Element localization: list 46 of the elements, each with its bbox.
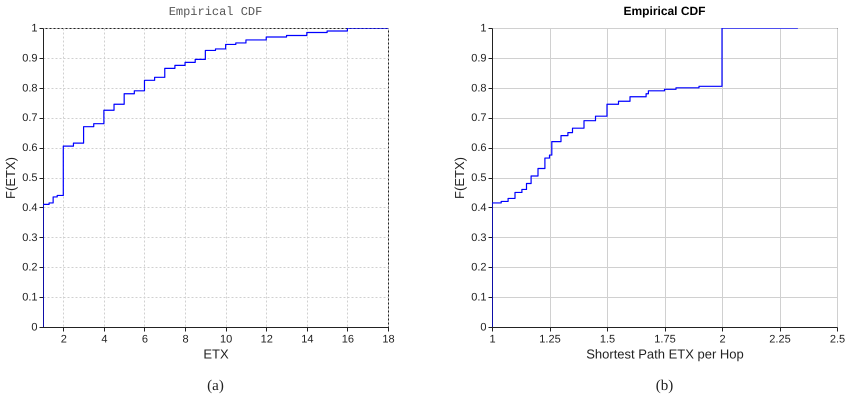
y-tick-label: 0.7 xyxy=(471,112,486,124)
x-tick-label: 1 xyxy=(489,334,496,346)
x-tick-label: 14 xyxy=(301,334,314,346)
x-tick-label: 1.75 xyxy=(654,334,676,346)
x-tick-label: 2 xyxy=(60,334,67,346)
y-tick-label: 0.6 xyxy=(471,142,486,154)
x-tick-label: 2.25 xyxy=(769,334,791,346)
x-axis-title: ETX xyxy=(203,346,229,362)
text: (a) xyxy=(207,378,224,394)
y-tick-label: 0.9 xyxy=(22,52,38,64)
y-tick-label: 0.7 xyxy=(22,112,38,124)
y-tick-label: 0.3 xyxy=(22,232,38,244)
x-tick-label: 10 xyxy=(220,334,232,346)
y-axis-title: F(ETX) xyxy=(3,157,18,199)
y-tick-label: 0.2 xyxy=(22,262,38,274)
y-tick-label: 1 xyxy=(480,22,486,34)
y-tick-label: 0.1 xyxy=(22,292,38,304)
text: (b) xyxy=(656,378,674,394)
y-tick-label: 0.8 xyxy=(22,82,38,94)
x-tick-label: 2.5 xyxy=(830,334,846,346)
y-tick-label: 0.6 xyxy=(22,142,38,154)
y-tick-label: 0.4 xyxy=(471,202,486,214)
y-tick-label: 0.8 xyxy=(471,82,486,94)
x-tick-label: 2 xyxy=(719,334,726,346)
y-tick-label: 0.2 xyxy=(471,262,486,274)
x-tick-label: 18 xyxy=(382,334,395,346)
x-tick-label: 6 xyxy=(142,334,148,346)
x-tick-label: 16 xyxy=(342,334,354,346)
y-tick-label: 0.5 xyxy=(22,172,38,184)
x-tick-label: 1.5 xyxy=(600,334,616,346)
chart-title: Empirical CDF xyxy=(623,4,706,18)
y-tick-label: 0.3 xyxy=(471,232,486,244)
y-tick-label: 0 xyxy=(480,322,486,334)
y-tick-label: 0.4 xyxy=(22,202,38,214)
y-tick-label: 0.5 xyxy=(471,172,486,184)
x-tick-label: 4 xyxy=(101,334,108,346)
x-tick-label: 1.25 xyxy=(539,334,561,346)
x-tick-label: 8 xyxy=(182,334,189,346)
chart-title: Empirical CDF xyxy=(168,5,262,19)
x-axis-title: Shortest Path ETX per Hop xyxy=(586,346,744,362)
y-tick-label: 0 xyxy=(31,322,38,334)
x-tick-label: 12 xyxy=(260,334,273,346)
y-tick-label: 0.1 xyxy=(471,292,486,304)
y-tick-label: 0.9 xyxy=(471,52,486,64)
y-axis-title: F(ETX) xyxy=(452,157,468,199)
y-tick-label: 1 xyxy=(31,22,38,34)
